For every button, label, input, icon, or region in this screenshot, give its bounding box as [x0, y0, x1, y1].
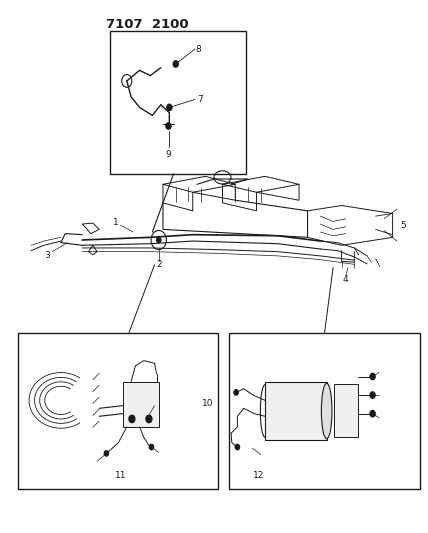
Text: 9: 9: [166, 150, 171, 159]
Bar: [229, 333, 420, 489]
Circle shape: [173, 61, 178, 67]
Circle shape: [129, 415, 135, 423]
Circle shape: [166, 123, 171, 129]
Bar: [18, 333, 218, 489]
Circle shape: [167, 104, 172, 111]
Text: 2: 2: [156, 261, 161, 269]
Circle shape: [234, 390, 238, 395]
Text: 3: 3: [45, 252, 50, 261]
Circle shape: [149, 445, 154, 450]
Circle shape: [157, 237, 161, 243]
Bar: [265, 382, 327, 440]
Ellipse shape: [321, 383, 332, 439]
Text: 7107  2100: 7107 2100: [106, 18, 188, 31]
Circle shape: [104, 451, 109, 456]
Circle shape: [370, 392, 375, 398]
Text: 4: 4: [342, 275, 348, 284]
Circle shape: [146, 415, 152, 423]
Text: 7: 7: [197, 95, 203, 104]
Text: 12: 12: [253, 471, 265, 480]
Bar: [110, 30, 246, 174]
Text: 1: 1: [113, 218, 119, 227]
Circle shape: [370, 410, 375, 417]
Text: 10: 10: [202, 399, 214, 408]
Text: 8: 8: [196, 45, 201, 54]
Bar: [334, 384, 358, 438]
Circle shape: [370, 373, 375, 379]
Text: 5: 5: [400, 221, 406, 230]
Text: 11: 11: [115, 471, 126, 480]
Circle shape: [235, 445, 240, 450]
Bar: [122, 382, 159, 427]
